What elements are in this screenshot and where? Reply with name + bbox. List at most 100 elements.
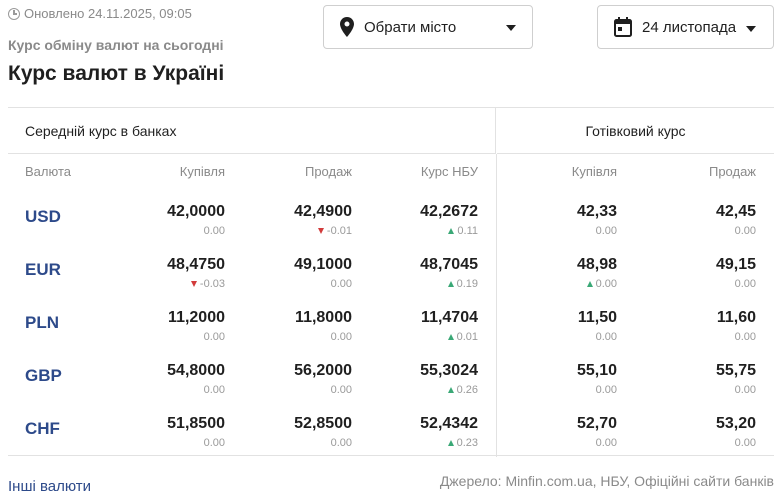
rate-change: 0.00 (497, 278, 617, 290)
table-row: PLN 11,2000 0.00 11,8000 0.00 11,4704 0.01 11,5… (8, 303, 774, 356)
rate-change-value: 0.00 (330, 384, 352, 396)
location-pin-icon (340, 17, 354, 37)
rate-cell-sell: 11,8000 0.00 (232, 309, 352, 343)
rate-cell-nbu: 11,4704 0.01 (358, 309, 478, 343)
chevron-down-icon (746, 26, 756, 32)
rate-change-value: 0.23 (456, 437, 478, 449)
rate-change-value: 0.00 (203, 437, 225, 449)
rate-value: 11,60 (716, 309, 756, 326)
arrow-up-icon (447, 440, 454, 446)
rate-change: 0.00 (497, 331, 617, 343)
rate-change: 0.00 (232, 437, 352, 449)
rate-cell-nbu: 42,2672 0.11 (358, 203, 478, 237)
rate-value: 56,2000 (294, 362, 352, 379)
rate-cell-cash-sell: 42,45 0.00 (636, 203, 756, 237)
table-row: EUR 48,4750 -0.03 49,1000 0.00 48,7045 0.19 48,… (8, 250, 774, 303)
rate-change: 0.00 (636, 278, 756, 290)
rate-cell-sell: 42,4900 -0.01 (232, 203, 352, 237)
rate-value: 11,2000 (168, 309, 225, 326)
rate-value: 42,33 (576, 203, 617, 220)
page-title: Курс валют в Україні (8, 62, 225, 85)
rate-change: 0.00 (497, 384, 617, 396)
rate-value: 54,8000 (167, 362, 225, 379)
updated-text: Оновлено 24.11.2025, 09:05 (24, 6, 192, 21)
rate-value: 52,8500 (294, 415, 352, 432)
rate-change: -0.03 (105, 278, 225, 290)
column-header-cash-sell: Продаж (708, 164, 756, 179)
rate-value: 53,20 (715, 415, 756, 432)
rate-change-value: 0.00 (595, 384, 617, 396)
rate-change-value: 0.00 (330, 331, 352, 343)
rate-change: 0.00 (105, 225, 225, 237)
currency-link[interactable]: USD (25, 207, 61, 226)
rate-value: 51,8500 (167, 415, 225, 432)
currency-link[interactable]: GBP (25, 366, 62, 385)
rate-change-value: 0.00 (595, 225, 617, 237)
rate-change-value: 0.00 (734, 278, 756, 290)
rate-change: 0.00 (105, 384, 225, 396)
rate-value: 55,3024 (420, 362, 478, 379)
arrow-up-icon (586, 281, 593, 287)
rate-change-value: 0.00 (595, 437, 617, 449)
source-note: Джерело: Minfin.com.ua, НБУ, Офіційні са… (439, 473, 774, 489)
rate-cell-cash-sell: 11,60 0.00 (636, 309, 756, 343)
arrow-up-icon (447, 387, 454, 393)
rate-change: 0.23 (358, 437, 478, 449)
table-row: USD 42,0000 0.00 42,4900 -0.01 42,2672 0.11 42,… (8, 197, 774, 250)
arrow-down-icon (190, 281, 197, 287)
section-header-cash-rate: Готівковий курс (497, 108, 774, 154)
column-header-currency: Валюта (25, 164, 71, 179)
exchange-rates-table: Середній курс в банках Готівковий курс В… (8, 107, 774, 457)
currency-link[interactable]: CHF (25, 419, 60, 438)
rate-change-value: 0.00 (595, 331, 617, 343)
rate-change: 0.00 (636, 437, 756, 449)
section-header-bank-average: Середній курс в банках (8, 108, 496, 154)
rate-value: 48,98 (576, 256, 617, 273)
rate-cell-sell: 56,2000 0.00 (232, 362, 352, 396)
page-subtitle: Курс обміну валют на сьогодні (8, 37, 224, 53)
rate-cell-nbu: 48,7045 0.19 (358, 256, 478, 290)
arrow-up-icon (447, 334, 454, 340)
rate-change-value: 0.00 (734, 225, 756, 237)
rate-change: 0.00 (232, 331, 352, 343)
city-select[interactable]: Обрати місто (323, 5, 533, 49)
column-header-sell: Продаж (304, 164, 352, 179)
rate-value: 11,50 (577, 309, 617, 326)
rate-change: 0.01 (358, 331, 478, 343)
rate-value: 48,7045 (420, 256, 478, 273)
updated-timestamp: Оновлено 24.11.2025, 09:05 (8, 6, 192, 21)
rate-change-value: -0.03 (199, 278, 225, 290)
rate-change: 0.00 (232, 384, 352, 396)
rate-change-value: 0.00 (203, 384, 225, 396)
rate-change-value: 0.00 (203, 225, 225, 237)
rate-value: 55,10 (576, 362, 617, 379)
arrow-down-icon (317, 228, 324, 234)
currency-link[interactable]: EUR (25, 260, 61, 279)
rate-change: 0.19 (358, 278, 478, 290)
rate-value: 42,4900 (294, 203, 352, 220)
column-header-buy: Купівля (179, 164, 225, 179)
date-select[interactable]: 24 листопада (597, 5, 774, 49)
rate-cell-cash-buy: 55,10 0.00 (497, 362, 617, 396)
currency-link[interactable]: PLN (25, 313, 59, 332)
rate-change: 0.00 (105, 437, 225, 449)
rate-change: -0.01 (232, 225, 352, 237)
rate-change-value: 0.26 (456, 384, 478, 396)
calendar-icon (614, 17, 632, 37)
rate-value: 55,75 (715, 362, 756, 379)
rate-cell-cash-buy: 11,50 0.00 (497, 309, 617, 343)
rate-change-value: 0.19 (456, 278, 478, 290)
rate-change-value: -0.01 (326, 225, 352, 237)
rate-change-value: 0.00 (330, 437, 352, 449)
rate-value: 11,4704 (421, 309, 478, 326)
rate-change-value: 0.11 (457, 225, 478, 237)
chevron-down-icon (506, 25, 516, 31)
rate-value: 11,8000 (295, 309, 352, 326)
rate-change-value: 0.00 (330, 278, 352, 290)
rate-value: 49,15 (715, 256, 756, 273)
rate-cell-cash-sell: 55,75 0.00 (636, 362, 756, 396)
rate-cell-buy: 11,2000 0.00 (105, 309, 225, 343)
other-currencies-link[interactable]: Інші валюти (8, 478, 92, 495)
rate-cell-buy: 54,8000 0.00 (105, 362, 225, 396)
rate-cell-sell: 49,1000 0.00 (232, 256, 352, 290)
